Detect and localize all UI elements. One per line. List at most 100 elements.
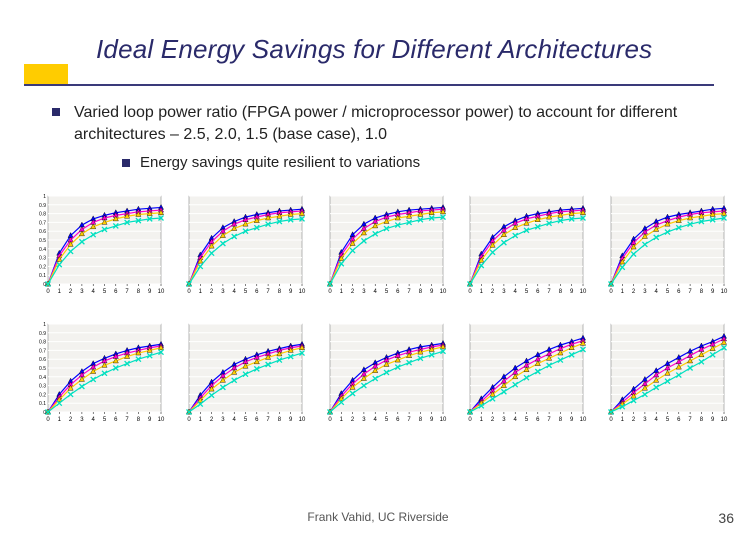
svg-text:6: 6 (677, 417, 681, 423)
svg-text:0.3: 0.3 (39, 384, 46, 390)
svg-text:7: 7 (689, 289, 693, 295)
svg-text:0.1: 0.1 (39, 273, 46, 279)
svg-text:5: 5 (244, 289, 248, 295)
svg-text:10: 10 (580, 417, 587, 423)
svg-text:0.3: 0.3 (39, 256, 46, 262)
svg-text:6: 6 (537, 289, 541, 295)
svg-text:8: 8 (418, 417, 422, 423)
svg-text:10: 10 (721, 417, 728, 423)
slide: Ideal Energy Savings for Different Archi… (0, 0, 756, 540)
svg-text:0.6: 0.6 (39, 357, 46, 363)
svg-text:4: 4 (373, 417, 377, 423)
svg-text:7: 7 (689, 417, 693, 423)
svg-text:5: 5 (666, 289, 670, 295)
svg-text:0: 0 (469, 289, 473, 295)
svg-text:1: 1 (621, 417, 625, 423)
svg-text:5: 5 (244, 417, 248, 423)
svg-text:6: 6 (255, 417, 259, 423)
svg-text:1: 1 (198, 289, 202, 295)
svg-text:0.5: 0.5 (39, 238, 46, 244)
svg-text:3: 3 (80, 417, 84, 423)
svg-text:10: 10 (439, 417, 446, 423)
svg-text:9: 9 (570, 289, 574, 295)
svg-text:7: 7 (125, 289, 129, 295)
svg-text:0.2: 0.2 (39, 264, 46, 270)
bullet-icon (52, 108, 60, 116)
svg-text:0.9: 0.9 (39, 331, 46, 337)
chart-panel: 012345678910 (169, 318, 306, 428)
svg-text:4: 4 (655, 289, 659, 295)
svg-text:0.8: 0.8 (39, 340, 46, 346)
svg-text:2: 2 (351, 289, 355, 295)
svg-text:9: 9 (711, 289, 715, 295)
title-rule (24, 84, 714, 86)
svg-text:1: 1 (339, 417, 343, 423)
svg-text:2: 2 (491, 417, 495, 423)
slide-number: 36 (718, 510, 734, 526)
svg-text:0.5: 0.5 (39, 366, 46, 372)
svg-text:6: 6 (255, 289, 259, 295)
svg-text:1: 1 (480, 417, 484, 423)
svg-text:3: 3 (643, 417, 647, 423)
svg-text:0: 0 (469, 417, 473, 423)
svg-text:4: 4 (232, 289, 236, 295)
svg-text:3: 3 (362, 289, 366, 295)
svg-text:0.4: 0.4 (39, 247, 46, 253)
svg-text:0.8: 0.8 (39, 212, 46, 218)
svg-text:9: 9 (289, 289, 293, 295)
svg-text:2: 2 (69, 289, 73, 295)
slide-title: Ideal Energy Savings for Different Archi… (96, 34, 652, 65)
svg-text:7: 7 (125, 417, 129, 423)
chart-panel: 012345678910 (591, 318, 728, 428)
bullet-1-text: Varied loop power ratio (FPGA power / mi… (74, 102, 724, 145)
svg-text:1: 1 (339, 289, 343, 295)
chart-panel: 012345678910 (591, 190, 728, 300)
svg-text:3: 3 (221, 417, 225, 423)
svg-text:9: 9 (148, 417, 152, 423)
svg-text:2: 2 (210, 289, 214, 295)
chart-panel: 012345678910 (169, 190, 306, 300)
svg-text:3: 3 (503, 289, 507, 295)
svg-text:8: 8 (418, 289, 422, 295)
svg-text:9: 9 (570, 417, 574, 423)
svg-text:0: 0 (46, 289, 50, 295)
svg-text:0: 0 (328, 289, 332, 295)
svg-text:5: 5 (103, 289, 107, 295)
svg-text:2: 2 (351, 417, 355, 423)
svg-text:6: 6 (537, 417, 541, 423)
svg-text:2: 2 (69, 417, 73, 423)
svg-text:1: 1 (480, 289, 484, 295)
bullet-2-text: Energy savings quite resilient to variat… (140, 154, 420, 171)
svg-text:9: 9 (148, 289, 152, 295)
svg-text:5: 5 (103, 417, 107, 423)
svg-text:10: 10 (158, 289, 165, 295)
svg-text:4: 4 (655, 417, 659, 423)
chart-panel: 012345678910 (310, 318, 447, 428)
svg-text:0.7: 0.7 (39, 348, 46, 354)
svg-text:1: 1 (43, 322, 46, 328)
svg-text:5: 5 (384, 289, 388, 295)
svg-text:0.6: 0.6 (39, 229, 46, 235)
svg-text:5: 5 (525, 417, 529, 423)
svg-text:6: 6 (114, 289, 118, 295)
svg-text:10: 10 (158, 417, 165, 423)
svg-text:3: 3 (221, 289, 225, 295)
svg-text:9: 9 (430, 289, 434, 295)
svg-text:10: 10 (298, 289, 305, 295)
svg-text:6: 6 (396, 289, 400, 295)
svg-text:6: 6 (396, 417, 400, 423)
svg-text:0: 0 (328, 417, 332, 423)
svg-text:6: 6 (677, 289, 681, 295)
svg-text:0: 0 (46, 417, 50, 423)
svg-text:9: 9 (289, 417, 293, 423)
chart-grid: 00.10.20.30.40.50.60.70.80.9101234567891… (28, 190, 728, 450)
svg-text:5: 5 (666, 417, 670, 423)
svg-text:4: 4 (92, 417, 96, 423)
svg-text:10: 10 (439, 289, 446, 295)
svg-text:2: 2 (210, 417, 214, 423)
svg-text:4: 4 (232, 417, 236, 423)
svg-text:7: 7 (548, 417, 552, 423)
svg-text:2: 2 (632, 417, 636, 423)
svg-text:7: 7 (266, 289, 270, 295)
svg-text:7: 7 (548, 289, 552, 295)
